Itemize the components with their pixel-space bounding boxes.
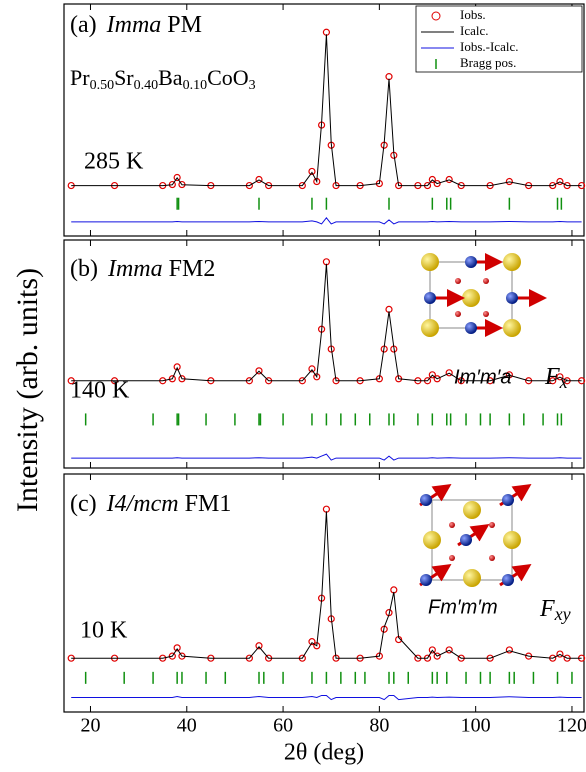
- calc-line: [71, 263, 582, 382]
- magnetic-mode: Fx: [544, 364, 568, 393]
- temperature: 140 K: [70, 378, 130, 404]
- phase: FM1: [185, 491, 232, 517]
- temperature: 285 K: [84, 149, 144, 175]
- magnetic-group: Im′m′a: [454, 366, 512, 388]
- x-tick-label: 20: [80, 715, 100, 737]
- obs-point: [173, 173, 181, 182]
- obs-point: [428, 646, 436, 654]
- obs-point: [445, 369, 453, 377]
- mode-subscript: xy: [554, 604, 571, 624]
- panel-heading: (b) Imma FM2: [70, 256, 215, 282]
- legend-label: Bragg pos.: [460, 55, 516, 70]
- panel-label: (b): [70, 256, 98, 282]
- panel-label: (a): [70, 12, 97, 38]
- x-tick-label: 80: [369, 715, 389, 737]
- legend-label: Iobs.: [460, 7, 486, 22]
- panel-label: (c): [70, 491, 97, 517]
- space-group: Imma: [106, 12, 162, 38]
- diff-line: [71, 217, 582, 225]
- obs-point: [505, 371, 513, 379]
- formula-element: Pr: [70, 65, 90, 90]
- magnetic-mode: Fxy: [539, 596, 571, 625]
- obs-point: [308, 167, 316, 176]
- y-axis-label: Intensity (arb. units): [11, 268, 44, 512]
- phase: FM2: [169, 256, 216, 282]
- x-tick-label: 120: [557, 715, 586, 737]
- formula: Pr0.50Sr0.40Ba0.10CoO3: [70, 65, 256, 93]
- x-tick-label: 100: [461, 715, 491, 737]
- x-tick-label: 60: [273, 715, 293, 737]
- space-group: I4/mcm: [106, 491, 179, 517]
- obs-point: [255, 367, 263, 375]
- obs-point: [428, 175, 436, 184]
- obs-point: [308, 365, 316, 373]
- obs-point: [556, 373, 564, 381]
- obs-point: [255, 175, 263, 184]
- obs-point: [505, 646, 513, 654]
- obs-point: [433, 179, 441, 188]
- formula-subscript: 0.10: [183, 78, 208, 93]
- panel-heading: (c) I4/mcm FM1: [70, 491, 231, 517]
- formula-subscript: 0.50: [90, 78, 115, 93]
- plot-frame: [63, 3, 585, 237]
- obs-point: [168, 652, 176, 660]
- diff-line: [71, 453, 582, 461]
- obs-point: [556, 177, 564, 186]
- calc-line: [71, 34, 582, 187]
- legend-box: [415, 5, 583, 73]
- obs-point: [433, 375, 441, 383]
- legend-marker: [431, 11, 441, 21]
- structure-inset-c: [419, 484, 532, 587]
- obs-point: [428, 371, 436, 379]
- legend-label: Iobs.-Icalc.: [460, 39, 518, 54]
- mode-letter: F: [539, 596, 555, 622]
- formula-subscript: 0.40: [134, 78, 159, 93]
- plot-frame: [63, 239, 585, 469]
- mode-subscript: x: [559, 372, 568, 392]
- obs-point: [255, 642, 263, 650]
- obs-point: [173, 644, 181, 652]
- formula-element: CoO: [207, 65, 249, 90]
- calc-line: [71, 511, 582, 659]
- formula-element: Sr: [114, 65, 134, 90]
- formula-element: Ba: [158, 65, 183, 90]
- x-tick-label: 40: [177, 715, 197, 737]
- x-axis-label: 2θ (deg): [284, 740, 364, 766]
- plot-frame: [63, 473, 585, 713]
- structure-inset-b: [421, 253, 547, 337]
- mode-letter: F: [544, 364, 560, 390]
- formula-subscript: 3: [249, 78, 256, 93]
- obs-point: [308, 638, 316, 646]
- obs-point: [556, 650, 564, 658]
- obs-point: [445, 646, 453, 654]
- diff-line: [71, 694, 582, 701]
- obs-point: [445, 175, 453, 184]
- magnetic-group: Fm′m′m: [428, 596, 498, 618]
- obs-point: [168, 375, 176, 383]
- phase: PM: [167, 12, 202, 38]
- temperature: 10 K: [80, 618, 128, 644]
- obs-point: [433, 652, 441, 660]
- obs-point: [505, 177, 513, 186]
- space-group: Imma: [107, 256, 163, 282]
- obs-point: [173, 363, 181, 371]
- panel-heading: (a) Imma PM: [70, 12, 202, 38]
- legend-label: Icalc.: [460, 23, 489, 38]
